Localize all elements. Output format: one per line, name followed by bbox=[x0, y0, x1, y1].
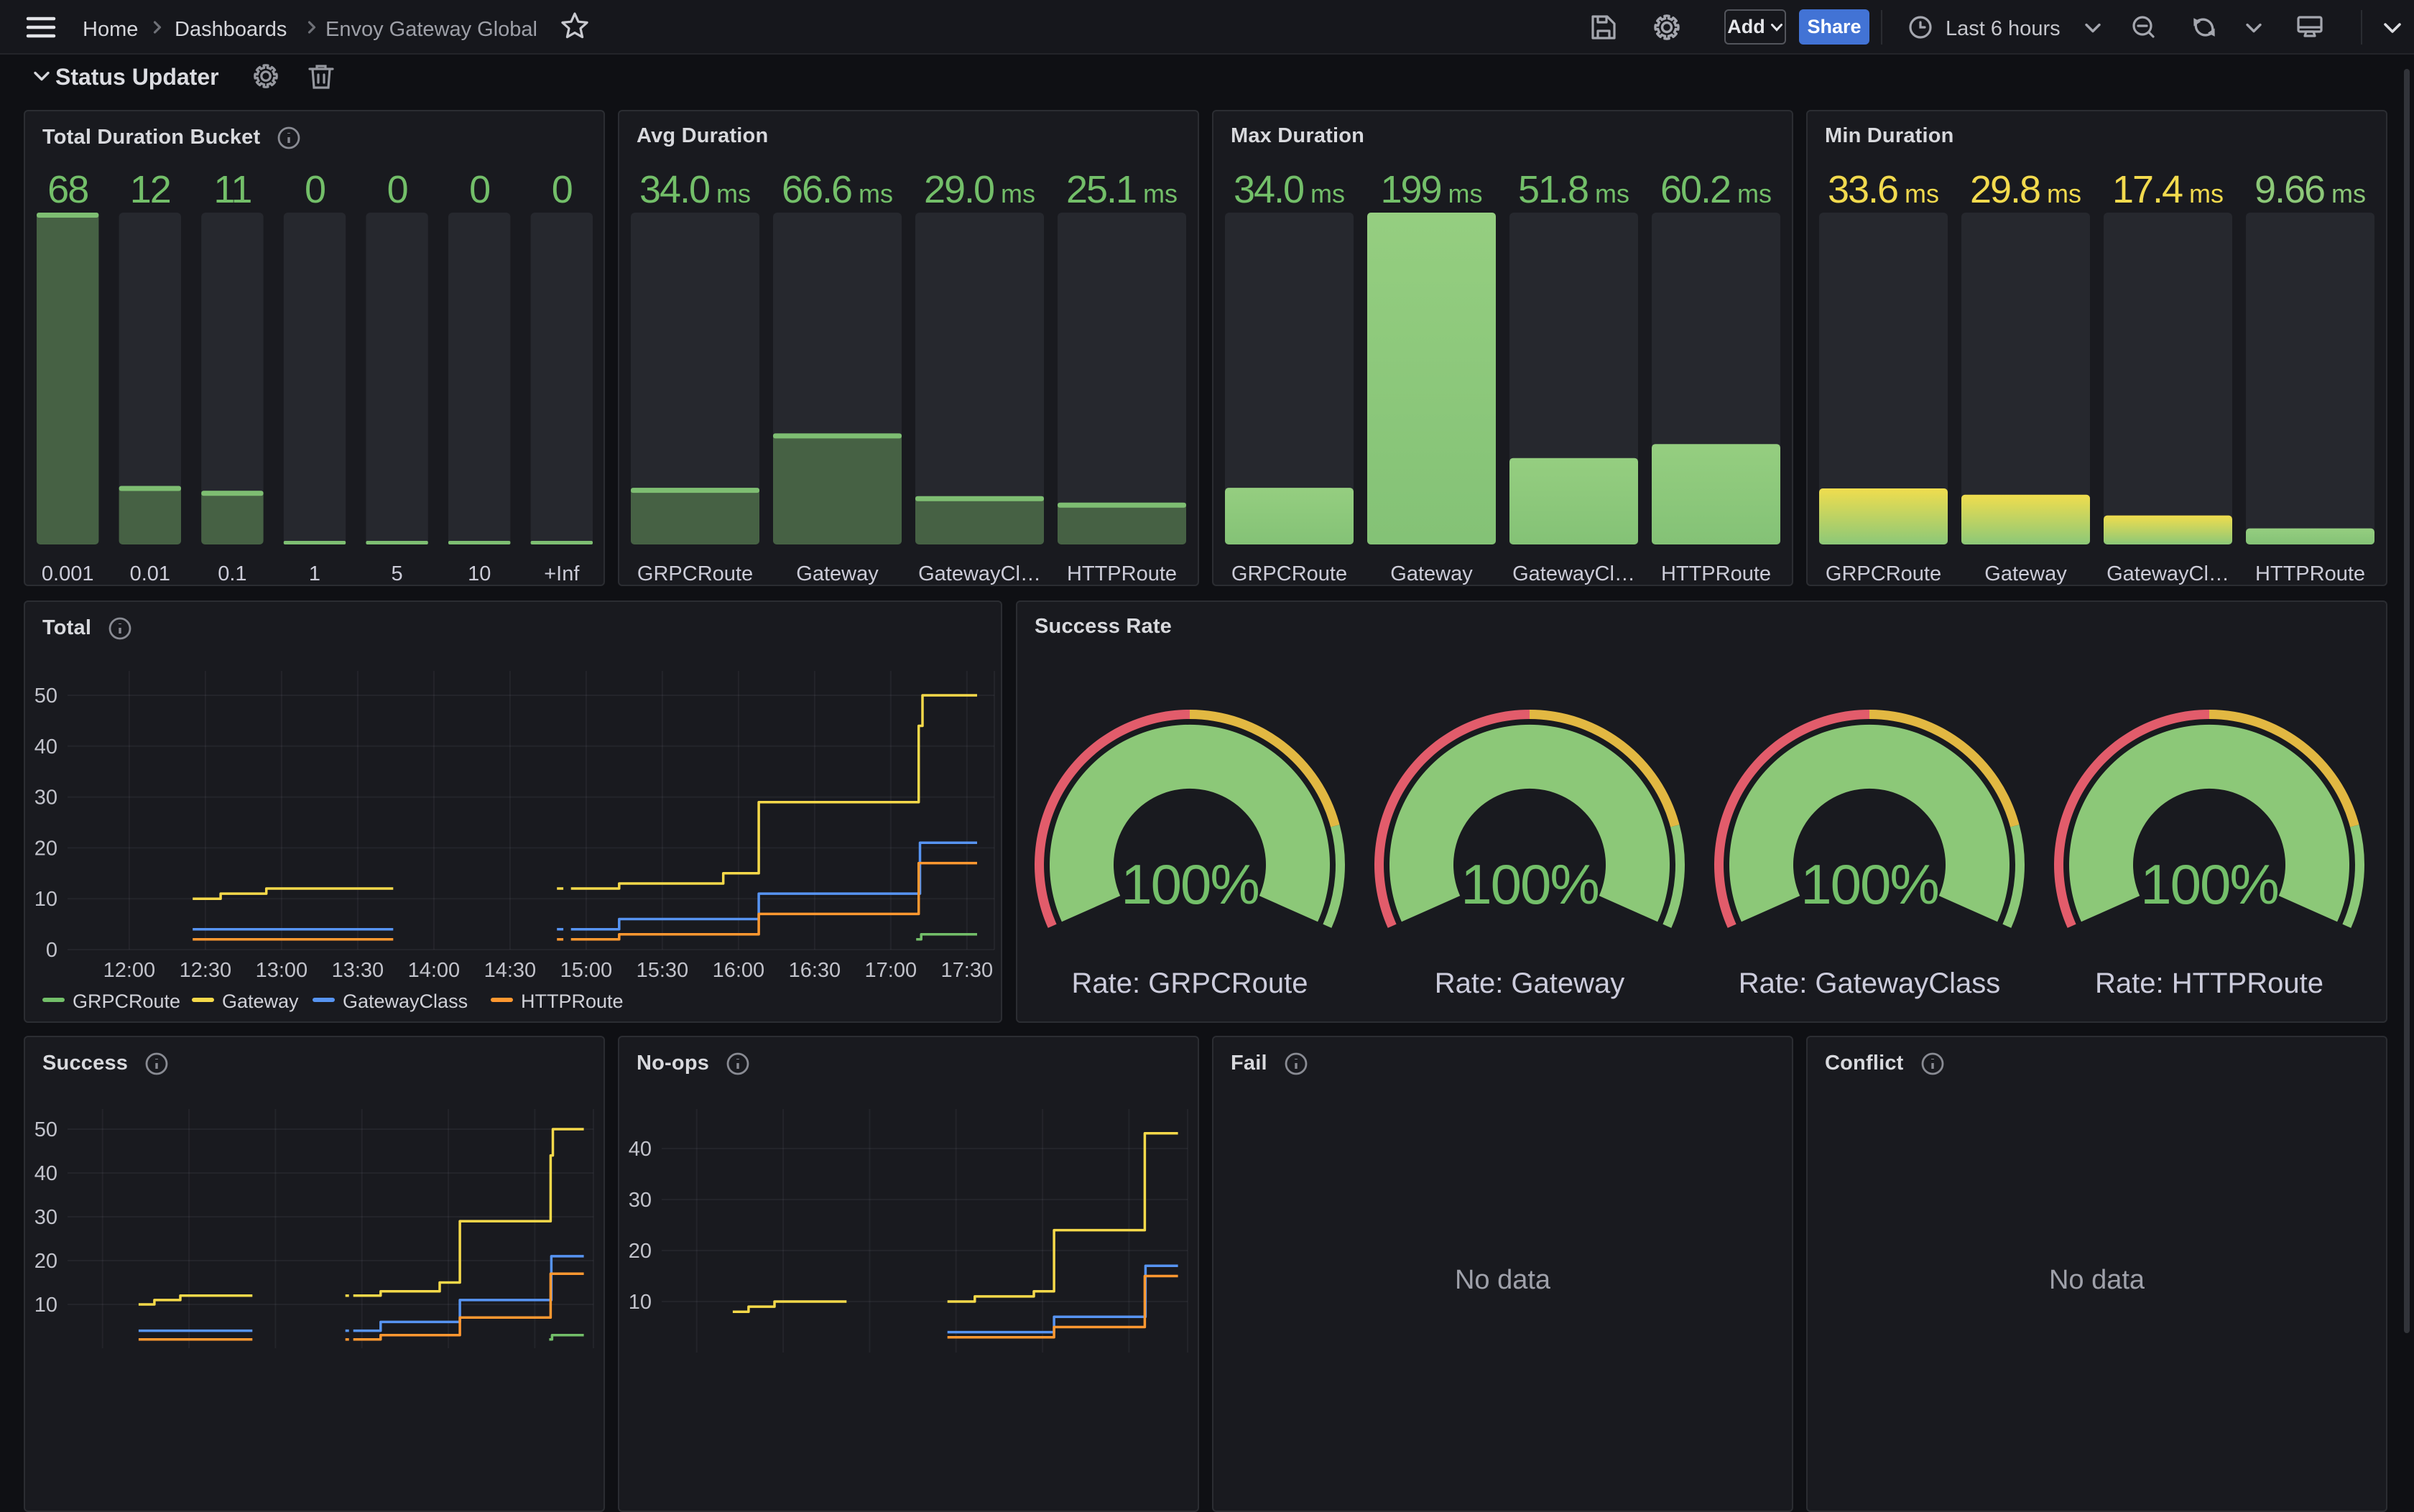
svg-text:17.4ms: 17.4 ms bbox=[2112, 168, 2224, 211]
svg-text:25.1ms: 25.1 ms bbox=[1066, 168, 1178, 211]
svg-text:0: 0 bbox=[305, 168, 325, 211]
svg-text:GRPCRoute: GRPCRoute bbox=[1826, 562, 1941, 585]
svg-text:0.01: 0.01 bbox=[130, 562, 170, 585]
svg-text:100%: 100% bbox=[1461, 853, 1599, 916]
svg-text:HTTPRoute: HTTPRoute bbox=[1067, 562, 1177, 585]
svg-text:20: 20 bbox=[629, 1240, 652, 1263]
svg-text:34.0ms: 34.0 ms bbox=[639, 168, 751, 211]
svg-text:HTTPRoute: HTTPRoute bbox=[2255, 562, 2365, 585]
svg-text:29.0ms: 29.0 ms bbox=[924, 168, 1035, 211]
svg-text:16:30: 16:30 bbox=[789, 959, 841, 982]
svg-text:100%: 100% bbox=[2140, 853, 2278, 916]
svg-text:33.6ms: 33.6 ms bbox=[1828, 168, 1939, 211]
svg-text:50: 50 bbox=[34, 685, 57, 708]
svg-text:Rate: GRPCRoute: Rate: GRPCRoute bbox=[1071, 968, 1308, 999]
svg-text:20: 20 bbox=[34, 1250, 57, 1273]
svg-text:+Inf: +Inf bbox=[544, 562, 580, 585]
svg-text:15:30: 15:30 bbox=[637, 959, 689, 982]
svg-text:13:30: 13:30 bbox=[332, 959, 384, 982]
svg-text:0.001: 0.001 bbox=[42, 562, 94, 585]
svg-text:Rate: HTTPRoute: Rate: HTTPRoute bbox=[2095, 968, 2323, 999]
svg-text:GRPCRoute: GRPCRoute bbox=[637, 562, 753, 585]
svg-text:GatewayCl…: GatewayCl… bbox=[918, 562, 1041, 585]
svg-text:1: 1 bbox=[309, 562, 320, 585]
svg-text:30: 30 bbox=[629, 1189, 652, 1212]
svg-text:40: 40 bbox=[34, 1162, 57, 1185]
svg-text:16:00: 16:00 bbox=[713, 959, 765, 982]
svg-text:Gateway: Gateway bbox=[1390, 562, 1473, 585]
svg-text:5: 5 bbox=[392, 562, 403, 585]
svg-text:12: 12 bbox=[130, 168, 170, 211]
svg-text:11: 11 bbox=[213, 168, 251, 211]
svg-text:GRPCRoute: GRPCRoute bbox=[73, 991, 180, 1012]
svg-text:HTTPRoute: HTTPRoute bbox=[521, 991, 624, 1012]
svg-text:GatewayClass: GatewayClass bbox=[343, 991, 468, 1012]
svg-text:0.1: 0.1 bbox=[218, 562, 246, 585]
svg-text:30: 30 bbox=[34, 787, 57, 810]
svg-text:Rate: GatewayClass: Rate: GatewayClass bbox=[1739, 968, 2001, 999]
svg-text:13:00: 13:00 bbox=[256, 959, 308, 982]
svg-text:10: 10 bbox=[34, 1294, 57, 1317]
svg-text:0: 0 bbox=[387, 168, 407, 211]
svg-text:68: 68 bbox=[47, 168, 88, 211]
svg-text:10: 10 bbox=[468, 562, 491, 585]
svg-text:17:00: 17:00 bbox=[865, 959, 917, 982]
svg-text:40: 40 bbox=[34, 736, 57, 759]
svg-text:30: 30 bbox=[34, 1206, 57, 1229]
svg-text:34.0ms: 34.0 ms bbox=[1234, 168, 1345, 211]
svg-text:29.8ms: 29.8 ms bbox=[1970, 168, 2081, 211]
svg-text:60.2ms: 60.2 ms bbox=[1660, 168, 1772, 211]
svg-text:10: 10 bbox=[34, 888, 57, 911]
svg-text:50: 50 bbox=[34, 1118, 57, 1141]
svg-text:15:00: 15:00 bbox=[560, 959, 613, 982]
svg-text:Rate: Gateway: Rate: Gateway bbox=[1435, 968, 1625, 999]
svg-text:HTTPRoute: HTTPRoute bbox=[1661, 562, 1771, 585]
svg-text:0: 0 bbox=[552, 168, 572, 211]
svg-text:17:30: 17:30 bbox=[941, 959, 994, 982]
svg-text:100%: 100% bbox=[1800, 853, 1938, 916]
svg-text:51.8ms: 51.8 ms bbox=[1518, 168, 1629, 211]
svg-text:12:00: 12:00 bbox=[103, 959, 156, 982]
svg-text:GRPCRoute: GRPCRoute bbox=[1231, 562, 1347, 585]
svg-text:14:30: 14:30 bbox=[484, 959, 537, 982]
svg-text:Gateway: Gateway bbox=[222, 991, 299, 1012]
svg-text:12:30: 12:30 bbox=[180, 959, 232, 982]
svg-text:Gateway: Gateway bbox=[1984, 562, 2067, 585]
svg-text:0: 0 bbox=[46, 939, 57, 962]
svg-text:14:00: 14:00 bbox=[408, 959, 461, 982]
svg-text:10: 10 bbox=[629, 1291, 652, 1314]
svg-text:GatewayCl…: GatewayCl… bbox=[2107, 562, 2229, 585]
svg-text:100%: 100% bbox=[1121, 853, 1259, 916]
svg-text:0: 0 bbox=[469, 168, 489, 211]
svg-text:20: 20 bbox=[34, 837, 57, 860]
svg-text:GatewayCl…: GatewayCl… bbox=[1512, 562, 1635, 585]
svg-text:Gateway: Gateway bbox=[796, 562, 879, 585]
svg-text:66.6ms: 66.6 ms bbox=[782, 168, 893, 211]
svg-text:40: 40 bbox=[629, 1138, 652, 1161]
